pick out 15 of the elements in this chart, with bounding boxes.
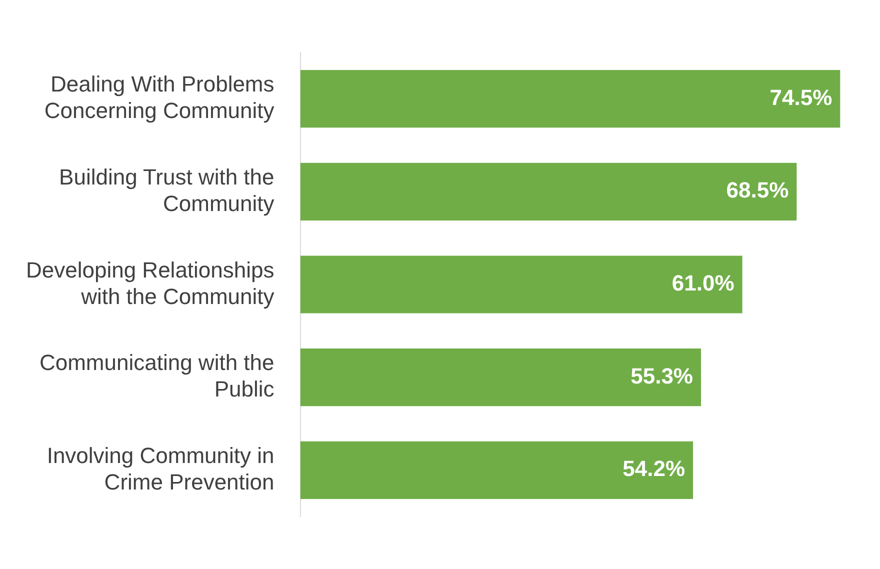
- y-tick-label: Involving Community in Crime Prevention: [46, 443, 274, 494]
- bar: [300, 70, 840, 128]
- y-tick-label: Communicating with the Public: [39, 350, 274, 402]
- bar: [300, 348, 702, 406]
- data-label: 55.3%: [630, 363, 694, 388]
- y-tick-label: Building Trust with the Community: [59, 164, 274, 216]
- data-label: 74.5%: [770, 84, 832, 110]
- y-tick-label: Developing Relationships with the Community: [26, 257, 274, 309]
- data-label: 54.2%: [622, 456, 686, 482]
- bar: [300, 256, 742, 314]
- data-label: 61.0%: [672, 270, 734, 296]
- bar: [300, 162, 797, 220]
- data-label: 68.5%: [726, 178, 789, 203]
- bar: [300, 441, 694, 499]
- y-tick-label: Dealing With Problems Concerning Community: [44, 72, 274, 124]
